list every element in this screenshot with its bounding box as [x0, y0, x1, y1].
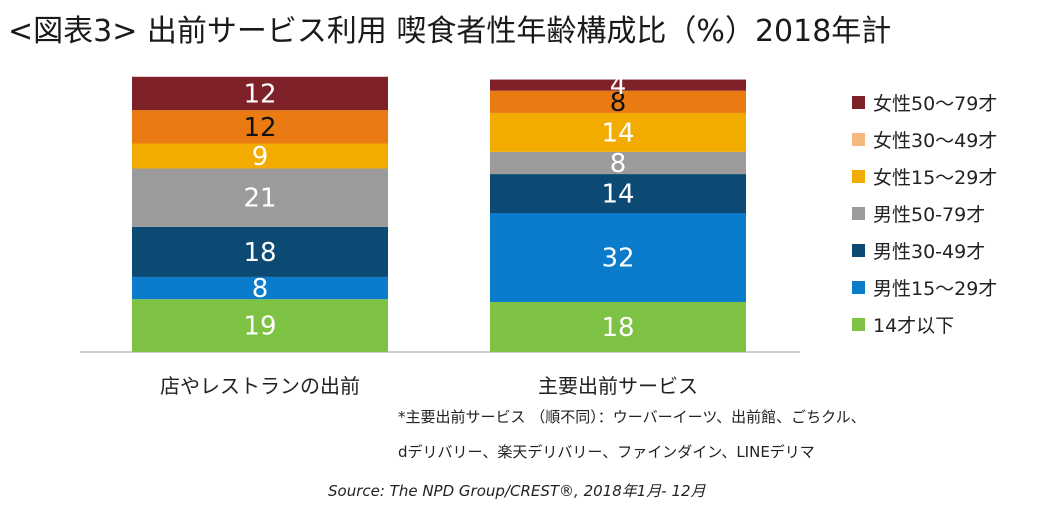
- bar-segment-0-0: [132, 299, 388, 352]
- legend-swatch: [852, 133, 865, 146]
- bar-segment-1-3: [490, 151, 746, 175]
- bar-segment-1-0: [490, 301, 746, 352]
- bar-segment-0-4: [132, 143, 388, 169]
- bar-segment-0-3: [132, 168, 388, 227]
- data-label-0-6: 12: [243, 113, 276, 143]
- data-label-1-4: 14: [601, 118, 634, 148]
- chart-title: <図表3> 出前サービス利用 喫食者性年齢構成比（%）2018年計: [8, 14, 892, 49]
- data-label-0-4: 9: [252, 142, 269, 172]
- data-label-0-7: 12: [243, 79, 276, 109]
- footnote-line-2: dデリバリー、楽天デリバリー、ファインダイン、LINEデリマ: [398, 443, 815, 461]
- data-label-1-0: 18: [601, 313, 634, 343]
- bar-segment-0-7: [132, 76, 388, 111]
- data-label-0-1: 8: [252, 274, 269, 304]
- bar-segment-0-2: [132, 226, 388, 277]
- data-label-1-2: 14: [601, 180, 634, 210]
- bar-segment-1-2: [490, 174, 746, 213]
- legend-label: 男性50-79才: [873, 204, 986, 226]
- legend-item-5: 男性15～29才: [852, 269, 997, 306]
- legend-item-0: 女性50～79才: [852, 84, 997, 121]
- category-label-restaurant-delivery: 店やレストランの出前: [160, 374, 360, 398]
- legend-swatch: [852, 281, 865, 294]
- legend-label: 女性15～29才: [873, 167, 998, 189]
- legend-swatch: [852, 244, 865, 257]
- data-label-1-1: 32: [601, 243, 634, 273]
- legend-swatch: [852, 318, 865, 331]
- legend-item-3: 男性50-79才: [852, 195, 997, 232]
- legend-label: 14才以下: [873, 315, 955, 337]
- legend-label: 女性30～49才: [873, 130, 998, 152]
- data-label-0-2: 18: [243, 238, 276, 268]
- bar-segment-1-1: [490, 213, 746, 302]
- bar-segment-0-6: [132, 110, 388, 144]
- legend-swatch: [852, 170, 865, 183]
- legend-label: 男性30-49才: [873, 241, 986, 263]
- source-note: Source: The NPD Group/CREST®, 2018年1月- 1…: [328, 482, 706, 500]
- footnote-line-1: *主要出前サービス （順不同）：ウーバーイーツ、出前館、ごちクル、: [398, 408, 866, 426]
- legend-label: 男性15～29才: [873, 278, 998, 300]
- data-label-0-3: 21: [243, 184, 276, 214]
- legend-label: 女性50～79才: [873, 93, 998, 115]
- legend-item-1: 女性30～49才: [852, 121, 997, 158]
- data-label-1-3: 8: [610, 149, 627, 179]
- legend-swatch: [852, 207, 865, 220]
- bar-segment-1-7: [490, 79, 746, 91]
- bar-segment-1-4: [490, 112, 746, 152]
- bar-segment-0-1: [132, 276, 388, 300]
- category-label-major-delivery-services: 主要出前サービス: [538, 374, 698, 398]
- legend-swatch: [852, 96, 865, 109]
- legend-item-6: 14才以下: [852, 306, 997, 343]
- data-label-0-0: 19: [243, 312, 276, 342]
- data-label-1-7: 4: [610, 71, 627, 101]
- legend-item-4: 男性30-49才: [852, 232, 997, 269]
- legend-item-2: 女性15～29才: [852, 158, 997, 195]
- data-label-1-6: 8: [610, 88, 627, 118]
- legend: 女性50～79才 女性30～49才 女性15～29才 男性50-79才 男性30-49才…: [852, 84, 997, 343]
- bar-segment-1-6: [490, 90, 746, 113]
